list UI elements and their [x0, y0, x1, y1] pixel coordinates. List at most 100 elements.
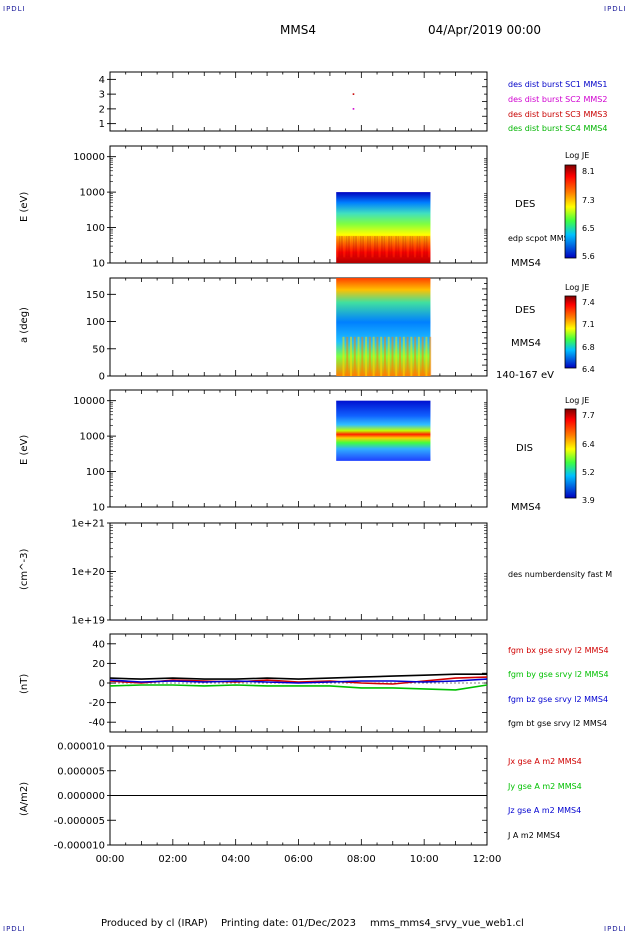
pa-spectrogram-stripe	[429, 336, 432, 376]
legend-jz: Jz gse A m2 MMS4	[508, 806, 582, 815]
x-tick-label: 10:00	[410, 854, 439, 865]
legend-burst-mms3: des dist burst SC3 MMS3	[508, 110, 608, 119]
y-tick-label: 10	[92, 259, 105, 270]
corner-label-top-left: IPDLI	[3, 5, 26, 13]
des-spectrogram-stripe	[338, 236, 341, 258]
des-spectrogram-stripe	[343, 236, 346, 258]
des-spectrogram-stripe	[371, 236, 374, 258]
pa-spectrogram-stripe	[376, 336, 379, 376]
des-spectrogram-stripe	[359, 236, 362, 258]
date-title: 04/Apr/2019 00:00	[428, 23, 542, 37]
legend-bt: fgm bt gse srvy l2 MMS4	[508, 719, 607, 728]
pa-spectrogram-stripe	[380, 336, 383, 376]
des-spectrogram-stripe	[362, 236, 365, 258]
y-tick-label: 150	[86, 290, 105, 301]
y-tick-label: 3	[99, 90, 105, 101]
pa-spectrogram-stripe	[414, 336, 417, 376]
des-spectrogram-stripe	[378, 236, 381, 258]
pa-spectrogram-stripe	[383, 336, 386, 376]
pa-spacecraft-label: MMS4	[511, 338, 541, 349]
y-tick-label: 0.000005	[57, 766, 105, 777]
pa-spectrogram-stripe	[417, 336, 420, 376]
y-tick-label: 1e+21	[71, 519, 105, 530]
x-tick-label: 12:00	[473, 854, 502, 865]
pa-spectrogram-stripe	[399, 336, 402, 376]
pa-spectrogram-stripe	[368, 336, 371, 376]
legend-bx: fgm bx gse srvy l2 MMS4	[508, 646, 609, 655]
y-tick-label: 100	[86, 467, 105, 478]
des-spectrogram-stripe	[409, 236, 412, 258]
pa-spectrogram-stripe	[406, 336, 409, 376]
panel-frame-0	[109, 71, 488, 132]
des-spectrogram-stripe	[399, 236, 402, 258]
y-tick-label: -0.000010	[54, 841, 105, 852]
des-spectrogram-stripe	[413, 236, 416, 258]
y-tick-label: 0	[99, 372, 105, 383]
cb1-label-1: 7.3	[582, 196, 595, 205]
cb2-title: Log JE	[565, 283, 590, 292]
des-spectrogram-stripe	[402, 236, 405, 258]
des-spectrogram-stripe	[336, 236, 339, 258]
des-spectrogram-stripe	[383, 236, 386, 258]
burst-point	[352, 93, 355, 95]
y-tick-label: 10000	[73, 152, 105, 163]
x-tick-label: 04:00	[221, 854, 250, 865]
des-spectrogram-stripe	[357, 236, 360, 258]
y-tick-label: 10	[92, 503, 105, 514]
des-spectrogram-stripe	[418, 236, 421, 258]
des-spectrogram-stripe	[350, 236, 353, 258]
des-spectrogram-stripe	[364, 236, 367, 258]
corner-label-top-right: IPDLI	[604, 5, 627, 13]
pa-spectrogram-stripe	[395, 336, 398, 376]
cb2-label-0: 7.4	[582, 298, 595, 307]
b-field-line-3	[109, 673, 487, 680]
des-spectrogram-stripe	[428, 236, 431, 258]
des-spectrogram	[336, 192, 431, 263]
pa-spectrogram-stripe	[342, 336, 345, 376]
des-spectrogram-stripe	[411, 236, 414, 258]
y-tick-label: -0.000005	[54, 816, 105, 827]
cb3-label-2: 5.2	[582, 468, 595, 477]
footer-plot-file: mms_mms4_srvy_vue_web1.cl	[370, 918, 524, 929]
des-spectrogram-stripe	[423, 236, 426, 258]
dis-instrument-label: DIS	[516, 443, 533, 454]
cb1-label-3: 5.6	[582, 252, 595, 261]
x-tick-label: 02:00	[158, 854, 187, 865]
pa-spectrogram-stripe	[353, 336, 356, 376]
pa-spectrogram-stripe	[361, 336, 364, 376]
y-tick-label: 100	[86, 317, 105, 328]
panel-frame-4	[109, 522, 488, 621]
des-spectrogram-stripe	[404, 236, 407, 258]
y-tick-label: 1	[99, 119, 105, 130]
colorbar-2	[564, 295, 577, 369]
spacecraft-title: MMS4	[280, 23, 316, 37]
des-spectrogram-stripe	[376, 236, 379, 258]
legend-jx: Jx gse A m2 MMS4	[508, 757, 582, 766]
y-tick-label: -40	[89, 718, 105, 729]
legend-burst-mms1: des dist burst SC1 MMS1	[508, 80, 608, 89]
y-tick-label: 0.000010	[57, 742, 105, 753]
legend-j: J A m2 MMS4	[508, 831, 561, 840]
pa-spectrogram-stripe	[425, 336, 428, 376]
pa-spectrogram-stripe	[391, 336, 394, 376]
y-tick-label: 1000	[80, 432, 105, 443]
pa-spectrogram-stripe	[350, 336, 353, 376]
des-spectrogram-stripe	[340, 236, 343, 258]
corner-label-bottom-left: IPDLI	[3, 925, 26, 933]
colorbar-3	[564, 408, 577, 499]
des-spectrogram-stripe	[388, 236, 391, 258]
y-tick-label: 50	[92, 344, 105, 355]
y-tick-label: 1000	[80, 188, 105, 199]
des-spectrogram-stripe	[347, 236, 350, 258]
des-spectrogram-stripe	[352, 236, 355, 258]
legend-by: fgm by gse srvy l2 MMS4	[508, 670, 609, 679]
x-tick-label: 00:00	[96, 854, 125, 865]
cb2-label-3: 6.4	[582, 365, 595, 374]
y-tick-label: 20	[92, 659, 105, 670]
y-tick-label: 4	[99, 75, 105, 86]
cb3-label-3: 3.9	[582, 496, 595, 505]
pa-spectrogram-stripe	[387, 336, 390, 376]
y-tick-label: 0.000000	[57, 791, 105, 802]
footer-printing-date: Printing date: 01/Dec/2023	[221, 918, 357, 929]
